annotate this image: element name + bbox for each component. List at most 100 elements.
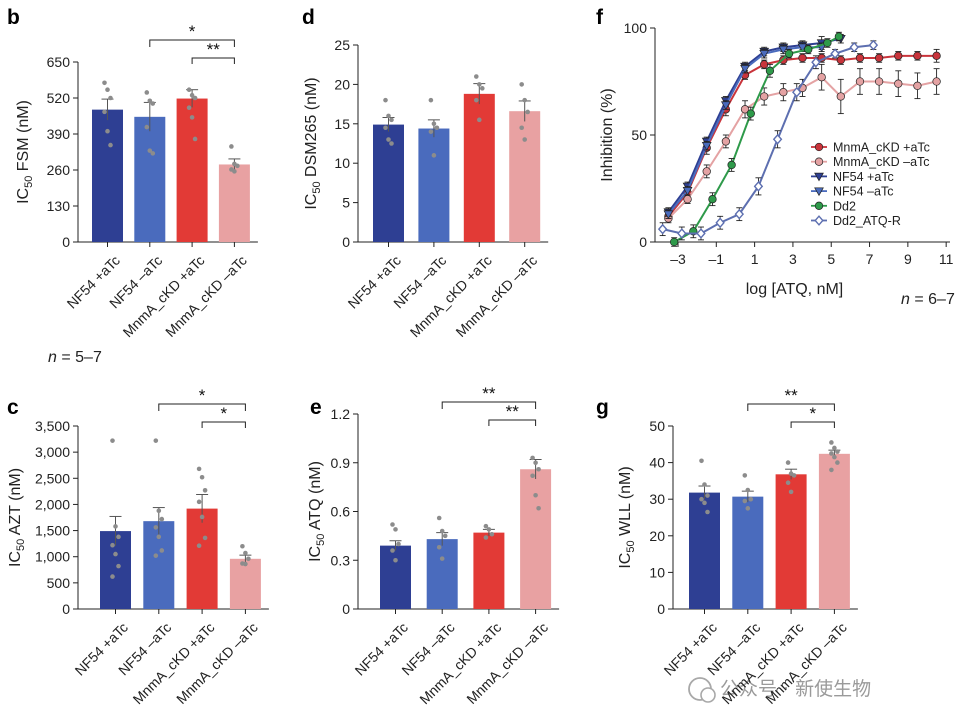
y-tick-label: 260 [47, 162, 71, 178]
data-point [110, 542, 115, 548]
data-point [105, 128, 110, 134]
x-tick-label: 7 [866, 251, 874, 267]
data-point [108, 142, 113, 148]
x-tick-label: MnmA_cKD +aTc [407, 252, 495, 340]
y-tick-label: 0 [639, 234, 647, 250]
panel-letter-c: c [7, 396, 19, 419]
data-point [393, 557, 398, 563]
y-tick-label: 520 [47, 90, 71, 106]
line-marker [874, 77, 884, 86]
x-tick-label: MnmA_cKD –aTc [452, 252, 540, 340]
y-tick-label: 100 [624, 20, 648, 36]
data-point [159, 548, 165, 553]
watermark-text: 公众号 · 新使生物 [720, 678, 871, 700]
line-marker [823, 38, 832, 48]
data-point [791, 473, 797, 478]
data-point [832, 445, 837, 451]
panel-letter-b: b [7, 6, 20, 29]
data-point [192, 136, 198, 142]
data-point [829, 467, 834, 473]
x-tick-label: 3 [789, 251, 797, 267]
data-point [196, 499, 202, 505]
data-point [742, 498, 748, 504]
data-point [486, 527, 492, 532]
bar [463, 93, 495, 242]
data-point [150, 101, 156, 106]
significance-bracket [441, 401, 537, 409]
bar [689, 492, 720, 609]
line-marker [830, 48, 840, 60]
x-tick-label: MnmA_cKD –aTc [173, 619, 261, 707]
y-tick-label: 130 [47, 198, 71, 214]
bar [775, 474, 807, 609]
data-point [431, 153, 437, 158]
data-point [113, 524, 118, 529]
data-point [442, 533, 448, 539]
significance-bracket [158, 403, 246, 411]
data-point [116, 534, 121, 540]
data-point [386, 113, 391, 119]
significance-bracket [201, 421, 246, 428]
data-point [519, 125, 524, 131]
line-marker [834, 32, 844, 41]
y-tick-label: 2,000 [35, 496, 70, 512]
y-tick-label: 1,500 [35, 523, 70, 539]
y-axis-label: IC50 DSM265 (nM) [303, 77, 323, 209]
x-tick-label: 9 [904, 251, 912, 267]
data-point [788, 489, 794, 495]
series-line [667, 37, 842, 213]
data-point [439, 528, 445, 534]
data-point [147, 98, 153, 104]
y-axis-label: IC50 AZT (nM) [7, 468, 27, 567]
line-marker [721, 137, 731, 146]
y-tick-label: 50 [631, 127, 647, 143]
data-point [390, 548, 395, 553]
legend-label: Dd2_ATQ-R [833, 214, 901, 228]
line-marker [696, 228, 706, 239]
data-point [105, 87, 110, 92]
line-marker [772, 133, 783, 145]
line-marker [746, 109, 755, 118]
line-marker [715, 217, 725, 229]
data-point [702, 500, 707, 506]
data-point [116, 563, 121, 569]
data-point [246, 556, 251, 562]
data-point [525, 109, 530, 115]
line-marker [677, 228, 687, 239]
line-marker [932, 51, 941, 60]
y-tick-label: 2,500 [35, 470, 70, 486]
data-point [705, 493, 710, 498]
data-point [745, 506, 751, 511]
data-point [536, 466, 541, 472]
data-point [383, 125, 388, 131]
line-marker [894, 51, 903, 60]
y-tick-label: 0 [342, 601, 350, 617]
significance-bracket [149, 39, 235, 47]
data-point [477, 82, 482, 87]
y-tick-label: 0.6 [331, 504, 351, 520]
data-point [835, 460, 840, 465]
data-point [196, 543, 202, 549]
data-point [389, 141, 394, 146]
wechat-icon-bubble [700, 687, 716, 703]
significance-label: ** [506, 402, 520, 421]
y-tick-label: 5 [342, 195, 350, 211]
y-tick-label: 0.3 [331, 552, 351, 568]
data-point [156, 508, 162, 514]
data-point [829, 451, 834, 456]
line-marker [817, 73, 826, 82]
line-marker [814, 187, 824, 197]
data-point [390, 522, 395, 527]
x-tick-label: –3 [670, 251, 686, 267]
significance-label: ** [207, 40, 221, 59]
line-marker [682, 186, 693, 196]
legend-label: MnmA_cKD –aTc [833, 155, 930, 169]
y-tick-label: 650 [47, 54, 71, 70]
line-marker [657, 223, 668, 235]
data-point [235, 163, 240, 169]
bar [373, 124, 404, 242]
y-tick-label: 50 [649, 418, 665, 434]
y-tick-label: 0 [657, 601, 665, 617]
data-point [439, 556, 445, 561]
